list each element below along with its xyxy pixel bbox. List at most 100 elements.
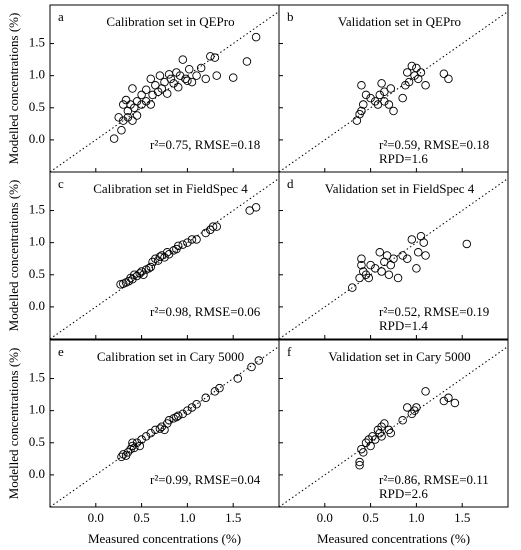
data-point (155, 252, 165, 262)
y-tick-label: 1.5 (29, 370, 45, 385)
y-tick-label: 1.0 (29, 234, 45, 249)
data-point (393, 273, 403, 283)
data-point (462, 239, 472, 249)
annotation: RPD=1.4 (379, 318, 428, 333)
data-point (119, 116, 128, 125)
data-point (375, 248, 385, 257)
data-point (166, 74, 176, 84)
panel-frame (278, 171, 509, 340)
data-point (398, 251, 407, 260)
data-point (201, 74, 210, 84)
data-point (407, 409, 417, 419)
panel: b Validation set in QEPro r²=0.59, RMSE=0.… (278, 4, 509, 173)
data-point (384, 270, 394, 280)
data-point (123, 113, 133, 122)
x-axis-title: Measured concentrations (%) (317, 531, 470, 546)
data-point (137, 90, 146, 100)
data-point (117, 125, 126, 135)
y-axis-title: Modelled concentrations (%) (6, 348, 21, 500)
data-point (178, 55, 188, 64)
data-point (380, 419, 389, 428)
data-point (377, 79, 386, 88)
data-point (368, 432, 377, 441)
data-point (254, 356, 264, 365)
data-point (375, 90, 385, 100)
data-point (377, 267, 386, 276)
data-point (164, 416, 174, 425)
panel-title: Validation set in FieldSpec 4 (325, 181, 475, 196)
data-point (173, 411, 183, 421)
y-tick-label: 0.0 (29, 466, 45, 481)
one-to-one-line (49, 178, 280, 340)
data-point (439, 396, 449, 406)
data-point (201, 228, 210, 238)
data-point (187, 403, 197, 412)
data-point (450, 398, 460, 408)
data-point (361, 438, 371, 448)
data-point (212, 71, 221, 80)
panel-label: a (58, 9, 64, 24)
data-point (377, 422, 386, 431)
data-point (121, 95, 131, 105)
one-to-one-line (278, 346, 509, 508)
data-point (183, 76, 192, 86)
data-point (183, 406, 192, 415)
data-point (366, 441, 375, 451)
data-point (162, 248, 172, 257)
one-to-one-line (49, 11, 280, 173)
annotation: r²=0.52, RMSE=0.19 (379, 304, 489, 319)
y-axis-title: Modelled concentrations (%) (6, 13, 21, 165)
data-point (130, 443, 139, 453)
data-point (421, 81, 430, 90)
annotation: r²=0.59, RMSE=0.18 (379, 137, 489, 152)
data-point (128, 438, 137, 448)
y-tick-label: 0.5 (29, 434, 45, 449)
data-point (359, 448, 368, 457)
data-point (146, 262, 156, 272)
one-to-one-line (278, 11, 509, 173)
panel: 0.0 0.5 1.0 1.5 c Calibration set in FieldSpe… (6, 171, 280, 340)
x-tick-label: 1.0 (179, 510, 195, 525)
data-point (412, 264, 421, 273)
data-point (123, 448, 133, 457)
x-tick-label: 0.0 (317, 510, 333, 525)
data-point (173, 82, 183, 92)
data-point (439, 69, 449, 78)
data-point (162, 89, 172, 98)
data-point (386, 428, 396, 438)
annotation: r²=0.75, RMSE=0.18 (150, 137, 260, 152)
data-point (357, 81, 366, 90)
one-to-one-line (278, 178, 509, 340)
data-point (402, 68, 412, 77)
data-point (389, 254, 398, 263)
panel-label: d (287, 176, 294, 191)
y-tick-label: 0.5 (29, 99, 45, 114)
data-point (128, 84, 137, 93)
data-point (141, 432, 151, 441)
data-point (398, 93, 407, 103)
x-tick-label: 0.5 (362, 510, 378, 525)
y-tick-label: 0.5 (29, 266, 45, 281)
data-point (128, 116, 137, 125)
annotation: RPD=2.6 (379, 486, 428, 501)
x-tick-label: 0.5 (133, 510, 149, 525)
data-point (192, 235, 201, 244)
data-point (184, 64, 194, 74)
data-point (357, 106, 366, 116)
data-point (444, 74, 453, 84)
data-point (141, 85, 151, 95)
data-point (402, 403, 412, 412)
data-point (215, 383, 224, 393)
data-point (109, 134, 119, 143)
data-point (201, 393, 210, 403)
panel-title: Calibration set in FieldSpec 4 (93, 181, 248, 196)
data-point (192, 71, 201, 80)
data-point (413, 248, 423, 257)
panel-frame (278, 339, 509, 508)
data-point (135, 269, 145, 278)
data-point (386, 84, 396, 93)
data-point (419, 238, 428, 247)
data-point (377, 432, 386, 441)
data-point (366, 93, 375, 103)
data-point (212, 222, 221, 231)
